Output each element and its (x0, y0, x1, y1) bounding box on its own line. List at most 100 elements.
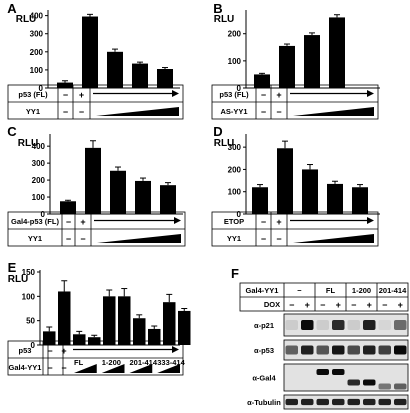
antibody-label: α-Gal4 (252, 374, 276, 383)
arrow-head (367, 217, 374, 224)
bar (178, 310, 191, 345)
blot-band (394, 320, 407, 330)
gradient-wedge (157, 364, 180, 373)
condition-label: ETOP (224, 217, 244, 226)
bar (157, 69, 173, 88)
blot-band (332, 369, 345, 375)
condition-sign: − (261, 217, 266, 227)
y-axis-label: RLU (214, 14, 235, 25)
bar (135, 180, 151, 214)
blot-band (332, 398, 345, 406)
condition-sign: + (80, 217, 85, 227)
blot-band (394, 398, 407, 406)
blot-strip (283, 339, 409, 361)
condition-label: YY1 (28, 234, 42, 243)
blot-band (332, 345, 345, 355)
panel-letter: D (213, 124, 222, 139)
condition-sign: − (47, 346, 52, 356)
y-tick-label: 200 (30, 48, 44, 57)
panel-letter: F (231, 266, 239, 281)
arrow-head (174, 217, 181, 224)
y-axis-label: RLU (8, 274, 29, 285)
y-axis-label: RLU (18, 138, 39, 149)
blot-band (347, 320, 360, 330)
condition-label: YY1 (227, 234, 241, 243)
bar (85, 147, 101, 214)
dox-sign: − (382, 300, 387, 310)
blot-band (316, 369, 329, 375)
blot-band (394, 345, 407, 355)
condition-label: Gal4-p53 (FL) (11, 217, 59, 226)
arrow-head (367, 90, 374, 97)
y-tick-label: 300 (30, 30, 44, 39)
bar (277, 148, 293, 214)
dox-sign: − (289, 300, 294, 310)
dox-sign: − (351, 300, 356, 310)
dox-sign: − (320, 300, 325, 310)
blot-band (316, 398, 329, 406)
blot-band (301, 345, 314, 355)
construct-label: 333-414 (157, 358, 185, 367)
blot-band (347, 345, 360, 355)
construct-label: 201-414 (130, 358, 158, 367)
construct-label: FL (74, 358, 84, 367)
panel-letter: B (213, 1, 222, 16)
condition-sign: − (261, 90, 266, 100)
antibody-label: α-Tubulin (247, 398, 281, 407)
y-tick-label: 400 (30, 12, 44, 21)
dox-sign: + (398, 300, 403, 310)
condition-sign: − (61, 363, 66, 373)
blot-band (363, 379, 376, 386)
blot-band (332, 320, 345, 330)
blot-band (316, 320, 329, 330)
condition-label: Gal4-YY1 (9, 363, 42, 372)
y-tick-label: 0 (31, 341, 36, 350)
condition-sign: − (66, 234, 71, 244)
y-tick-label: 100 (228, 188, 242, 197)
blot-band (363, 320, 376, 330)
group-label: 1-200 (352, 286, 371, 295)
dox-label: DOX (264, 300, 280, 309)
y-tick-label: 200 (32, 176, 46, 185)
condition-label: YY1 (26, 107, 40, 116)
y-tick-label: 200 (228, 30, 242, 39)
bar (82, 16, 98, 88)
condition-sign: − (80, 234, 85, 244)
dox-sign: + (305, 300, 310, 310)
blot-band (394, 383, 407, 390)
bar (107, 51, 123, 88)
condition-sign: − (261, 234, 266, 244)
blot-band (347, 379, 360, 386)
dox-sign: + (336, 300, 341, 310)
blot-band (378, 383, 391, 390)
bar (327, 183, 343, 214)
bar (160, 185, 176, 214)
gradient-wedge (129, 364, 153, 373)
y-tick-label: 200 (228, 165, 242, 174)
group-label: 201-414 (379, 286, 407, 295)
bar (163, 302, 176, 345)
condition-sign: − (47, 363, 52, 373)
condition-sign: − (63, 90, 68, 100)
blot-band (301, 320, 314, 330)
condition-label: p53 (19, 346, 32, 355)
y-tick-label: 150 (22, 268, 36, 277)
arrow-head (172, 90, 179, 97)
condition-sign: + (79, 90, 84, 100)
blot-band (285, 398, 298, 406)
condition-sign: + (61, 346, 66, 356)
bar (252, 187, 268, 214)
bar (110, 170, 126, 214)
dox-sign: + (367, 300, 372, 310)
gradient-wedge (96, 107, 179, 116)
condition-sign: − (276, 107, 281, 117)
header-label: Gal4-YY1 (246, 286, 279, 295)
bar (118, 296, 131, 345)
arrow-head (172, 346, 179, 353)
bar (279, 45, 295, 88)
y-tick-label: 0 (41, 210, 46, 219)
